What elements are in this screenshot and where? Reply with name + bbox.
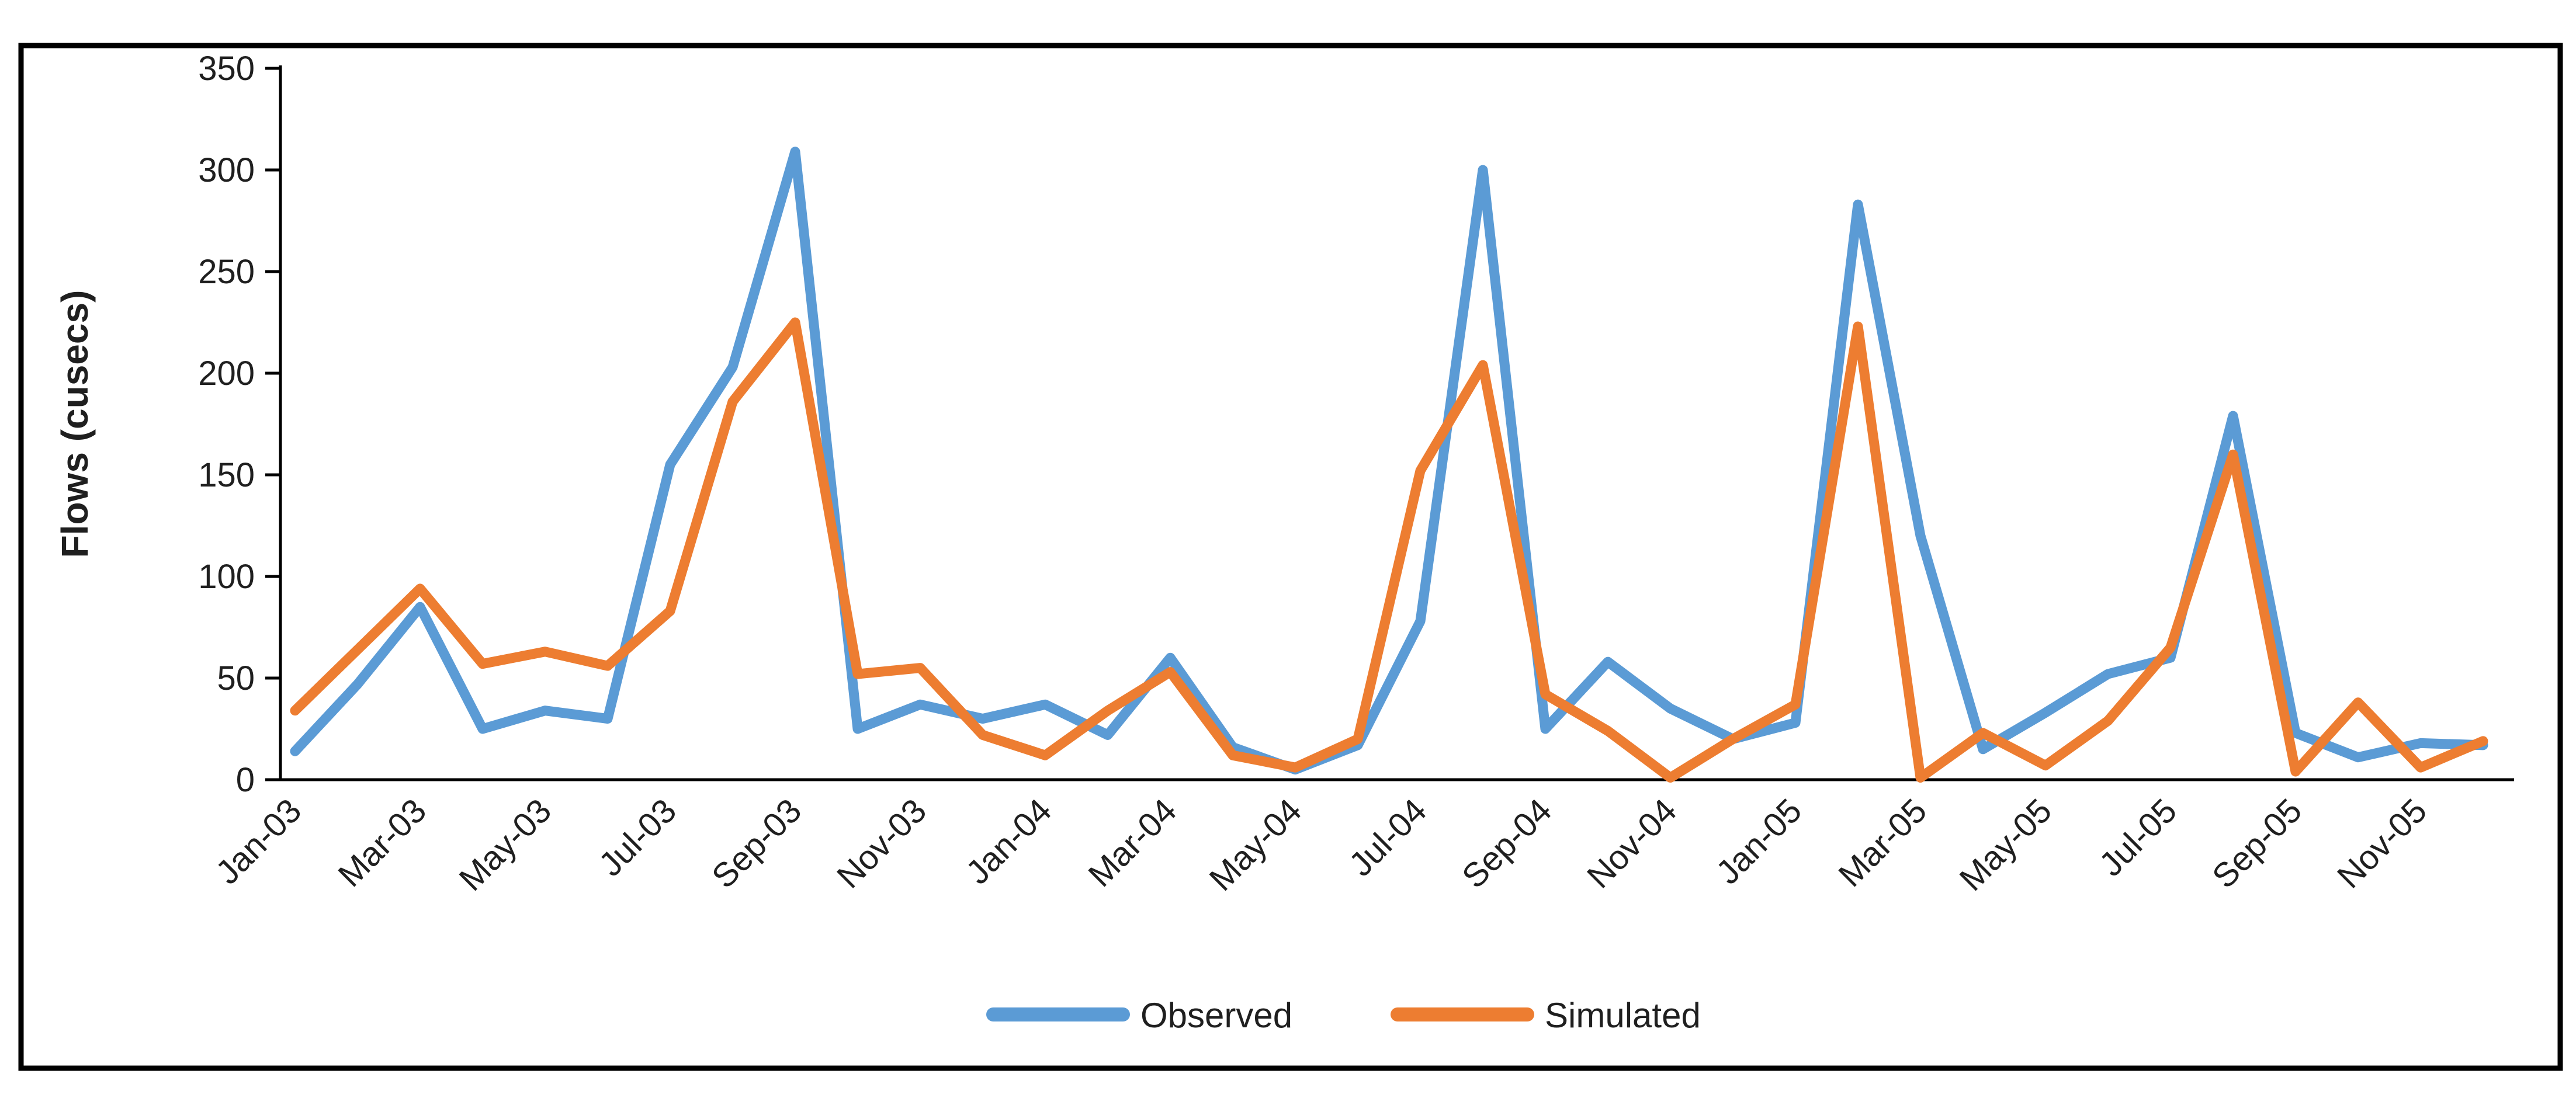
observed-series-line [290,147,2488,775]
legend: Observed Simulated [986,996,1701,1035]
y-tick-label: 300 [198,151,255,189]
y-tick-label: 250 [198,253,255,291]
x-tick-label: May-04 [1202,791,1309,898]
x-tick-label: Jan-05 [1709,791,1809,891]
x-tick-label: Jul-03 [592,791,684,884]
x-tick-label: Jul-04 [1342,791,1434,884]
simulated-legend-label: Simulated [1545,996,1701,1035]
y-tick-label: 150 [198,456,255,494]
x-tick-label: Nov-03 [830,791,934,895]
plot-area [290,147,2488,783]
y-axis-ticks [265,67,280,781]
x-tick-label: May-03 [452,791,559,898]
observed-legend-label: Observed [1140,996,1292,1035]
y-axis-tick-labels: 0 50 100 150 200 250 300 350 [198,50,255,799]
x-tick-label: Mar-03 [331,791,434,894]
x-tick-label: Jul-05 [2092,791,2185,884]
x-tick-label: Nov-04 [1580,791,1684,895]
legend-item-simulated: Simulated [1391,996,1701,1035]
y-tick-label: 200 [198,355,255,392]
x-tick-label: Sep-05 [2205,791,2309,895]
x-tick-label: Mar-05 [1831,791,1934,894]
y-tick-label: 0 [236,761,255,799]
x-axis-tick-labels: Jan-03 Mar-03 May-03 Jul-03 Sep-03 Nov-03 Jan-… [209,791,2434,898]
y-tick-label: 100 [198,558,255,596]
figure-border [18,43,2563,1071]
x-tick-label: Jan-04 [959,791,1059,891]
y-axis-title: Flows (cusecs) [54,290,96,558]
legend-item-observed: Observed [986,996,1292,1035]
x-tick-label: Jan-03 [209,791,308,891]
x-tick-label: Nov-05 [2330,791,2434,895]
x-tick-label: Sep-04 [1455,791,1559,895]
y-tick-label: 350 [198,50,255,88]
simulated-series-line [290,317,2488,783]
x-tick-label: Sep-03 [705,791,809,895]
y-tick-label: 50 [217,659,255,697]
x-tick-label: May-05 [1952,791,2059,898]
x-tick-label: Mar-04 [1081,791,1184,894]
